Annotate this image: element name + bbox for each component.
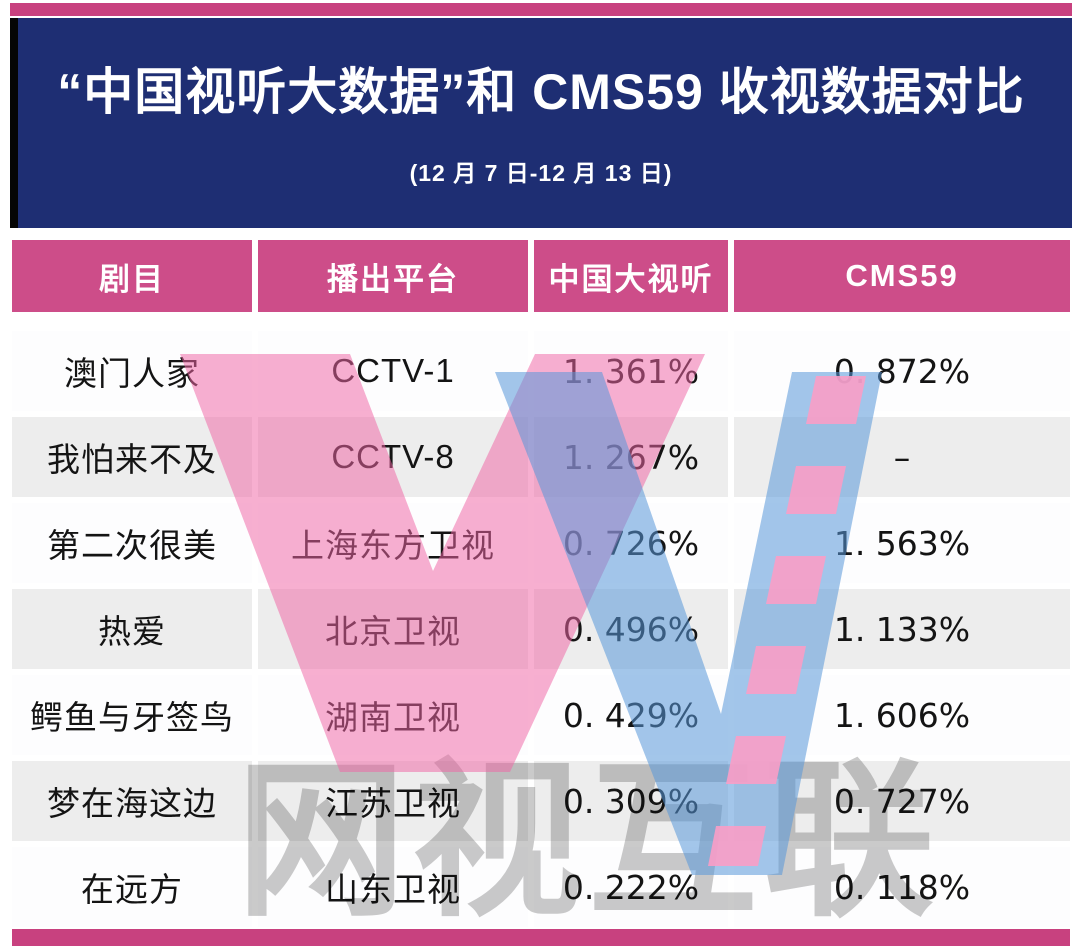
bigdata-rating-cell: 0. 429% <box>534 675 728 755</box>
top-accent-bar <box>10 3 1072 16</box>
page-subtitle: (12 月 7 日-12 月 13 日) <box>409 159 673 186</box>
column-header-platform: 播出平台 <box>258 240 528 312</box>
bigdata-rating-cell: 1. 361% <box>534 331 728 411</box>
drama-name-cell: 鳄鱼与牙签鸟 <box>12 675 252 755</box>
cms59-rating-cell: 0. 872% <box>734 331 1070 411</box>
platform-cell: 江苏卫视 <box>258 761 528 841</box>
column-header-drama: 剧目 <box>12 240 252 312</box>
title-banner: “中国视听大数据”和 CMS59 收视数据对比 (12 月 7 日-12 月 1… <box>10 18 1072 228</box>
cms59-rating-cell: 1. 606% <box>734 675 1070 755</box>
platform-cell: 上海东方卫视 <box>258 503 528 583</box>
platform-cell: 湖南卫视 <box>258 675 528 755</box>
banner-left-black-bar <box>10 18 18 228</box>
cms59-rating-cell: 0. 727% <box>734 761 1070 841</box>
cms59-rating-cell: 1. 133% <box>734 589 1070 669</box>
drama-name-cell: 澳门人家 <box>12 331 252 411</box>
cms59-rating-cell: – <box>734 417 1070 497</box>
bigdata-rating-cell: 0. 222% <box>534 847 728 927</box>
bigdata-rating-cell: 0. 726% <box>534 503 728 583</box>
page-title: “中国视听大数据”和 CMS59 收视数据对比 <box>57 63 1025 120</box>
drama-name-cell: 我怕来不及 <box>12 417 252 497</box>
column-header-bigdata: 中国大视听 <box>534 240 728 312</box>
cms59-rating-cell: 0. 118% <box>734 847 1070 927</box>
cms59-rating-cell: 1. 563% <box>734 503 1070 583</box>
bigdata-rating-cell: 1. 267% <box>534 417 728 497</box>
ratings-comparison-table: 剧目 播出平台 中国大视听 CMS59 澳门人家 CCTV-1 1. 361% … <box>12 240 1070 927</box>
bottom-accent-bar <box>12 929 1070 946</box>
drama-name-cell: 第二次很美 <box>12 503 252 583</box>
drama-name-cell: 梦在海这边 <box>12 761 252 841</box>
bigdata-rating-cell: 0. 496% <box>534 589 728 669</box>
bigdata-rating-cell: 0. 309% <box>534 761 728 841</box>
column-header-cms59: CMS59 <box>734 240 1070 312</box>
platform-cell: 山东卫视 <box>258 847 528 927</box>
drama-name-cell: 热爱 <box>12 589 252 669</box>
platform-cell: CCTV-8 <box>258 417 528 497</box>
drama-name-cell: 在远方 <box>12 847 252 927</box>
platform-cell: CCTV-1 <box>258 331 528 411</box>
platform-cell: 北京卫视 <box>258 589 528 669</box>
